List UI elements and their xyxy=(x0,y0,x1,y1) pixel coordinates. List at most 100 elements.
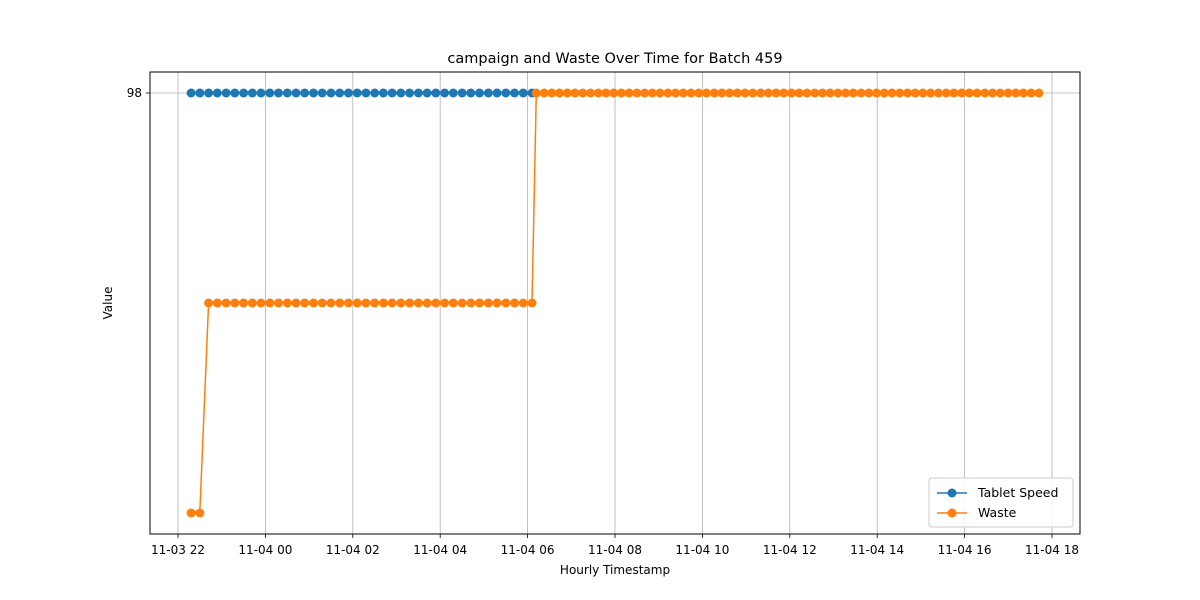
legend-label-waste: Waste xyxy=(978,505,1017,520)
data-point-waste xyxy=(887,88,897,98)
data-point-waste xyxy=(732,88,742,98)
data-point-tablet-speed xyxy=(230,88,240,98)
data-point-tablet-speed xyxy=(274,88,283,98)
data-point-waste xyxy=(1003,88,1013,98)
data-point-waste xyxy=(655,88,665,98)
data-point-waste xyxy=(204,298,214,308)
y-tick-label: 98 xyxy=(127,86,142,100)
data-point-waste xyxy=(640,88,650,98)
data-point-tablet-speed xyxy=(457,88,467,98)
data-point-waste xyxy=(933,88,943,98)
x-tick-label: 11-04 10 xyxy=(675,543,729,557)
data-point-tablet-speed xyxy=(466,88,476,98)
data-point-waste xyxy=(555,88,564,98)
data-point-waste xyxy=(833,88,843,98)
data-point-waste xyxy=(941,88,951,98)
data-point-waste xyxy=(562,88,572,98)
data-point-tablet-speed xyxy=(195,88,205,98)
data-point-tablet-speed xyxy=(492,88,502,98)
data-point-waste xyxy=(265,298,275,308)
data-point-waste xyxy=(647,88,657,98)
data-point-waste xyxy=(910,88,920,98)
data-point-tablet-speed xyxy=(204,88,214,98)
data-point-tablet-speed xyxy=(300,88,310,98)
data-point-waste xyxy=(510,298,519,308)
data-point-tablet-speed xyxy=(291,88,301,98)
data-point-tablet-speed xyxy=(387,88,397,98)
data-point-waste xyxy=(609,88,619,98)
x-tick-label: 11-04 14 xyxy=(850,543,904,557)
data-point-waste xyxy=(387,298,397,308)
data-point-waste xyxy=(378,298,388,308)
data-point-tablet-speed xyxy=(186,88,196,98)
data-point-waste xyxy=(483,298,493,308)
data-point-waste xyxy=(771,88,781,98)
y-axis-label: Value xyxy=(101,287,115,320)
data-point-tablet-speed xyxy=(510,88,519,98)
data-point-tablet-speed xyxy=(422,88,432,98)
data-point-waste xyxy=(466,298,476,308)
data-point-waste xyxy=(616,88,626,98)
data-point-waste xyxy=(361,298,371,308)
data-point-waste xyxy=(300,298,310,308)
data-point-tablet-speed xyxy=(247,88,257,98)
data-point-waste xyxy=(352,298,362,308)
data-point-waste xyxy=(431,298,441,308)
x-tick-label: 11-04 16 xyxy=(938,543,992,557)
data-point-waste xyxy=(1034,88,1044,98)
legend: Tablet Speed Waste xyxy=(928,477,1074,528)
data-point-waste xyxy=(817,88,827,98)
data-point-waste xyxy=(221,298,231,308)
data-point-tablet-speed xyxy=(501,88,511,98)
data-point-waste xyxy=(230,298,240,308)
x-tick-label: 11-04 02 xyxy=(326,543,380,557)
legend-box xyxy=(928,477,1074,528)
legend-marker-tablet-speed xyxy=(947,488,957,498)
data-point-tablet-speed xyxy=(256,88,266,98)
data-point-tablet-speed xyxy=(378,88,388,98)
data-point-tablet-speed xyxy=(317,88,327,98)
data-point-waste xyxy=(247,298,257,308)
data-point-waste xyxy=(413,298,423,308)
x-axis: 11-03 22 11-04 00 11-04 02 11-04 04 11-04 06… xyxy=(151,534,1079,557)
data-point-waste xyxy=(212,298,222,308)
legend-label-tablet-speed: Tablet Speed xyxy=(977,485,1058,500)
series-layer xyxy=(186,88,1044,518)
legend-marker-waste xyxy=(947,508,957,518)
data-point-waste xyxy=(787,88,796,98)
data-point-waste xyxy=(593,88,603,98)
data-point-tablet-speed xyxy=(475,88,484,98)
data-point-tablet-speed xyxy=(239,88,249,98)
data-point-waste xyxy=(895,88,905,98)
data-point-waste xyxy=(740,88,750,98)
data-point-waste xyxy=(841,88,851,98)
data-point-waste xyxy=(475,298,484,308)
data-point-waste xyxy=(663,88,673,98)
data-point-waste xyxy=(405,298,415,308)
data-point-waste xyxy=(763,88,773,98)
data-point-waste xyxy=(678,88,688,98)
data-point-waste xyxy=(501,298,511,308)
chart-title: campaign and Waste Over Time for Batch 4… xyxy=(447,51,782,67)
x-tick-label: 11-04 18 xyxy=(1025,543,1079,557)
data-point-waste xyxy=(448,298,458,308)
data-point-waste xyxy=(957,88,967,98)
data-point-waste xyxy=(492,298,502,308)
data-point-waste xyxy=(527,298,537,308)
data-point-tablet-speed xyxy=(396,88,406,98)
x-axis-label: Hourly Timestamp xyxy=(560,563,670,577)
data-point-tablet-speed xyxy=(518,88,528,98)
data-point-waste xyxy=(239,298,248,308)
data-point-waste xyxy=(988,88,997,98)
data-point-tablet-speed xyxy=(361,88,371,98)
data-point-tablet-speed xyxy=(343,88,353,98)
x-tick-label: 11-04 00 xyxy=(238,543,292,557)
data-point-waste xyxy=(570,88,580,98)
data-point-waste xyxy=(872,88,881,98)
data-point-waste xyxy=(518,298,528,308)
data-point-waste xyxy=(671,88,680,98)
data-point-waste xyxy=(601,88,611,98)
data-point-waste xyxy=(282,298,292,308)
data-point-tablet-speed xyxy=(405,88,415,98)
x-tick-label: 11-04 06 xyxy=(501,543,555,557)
